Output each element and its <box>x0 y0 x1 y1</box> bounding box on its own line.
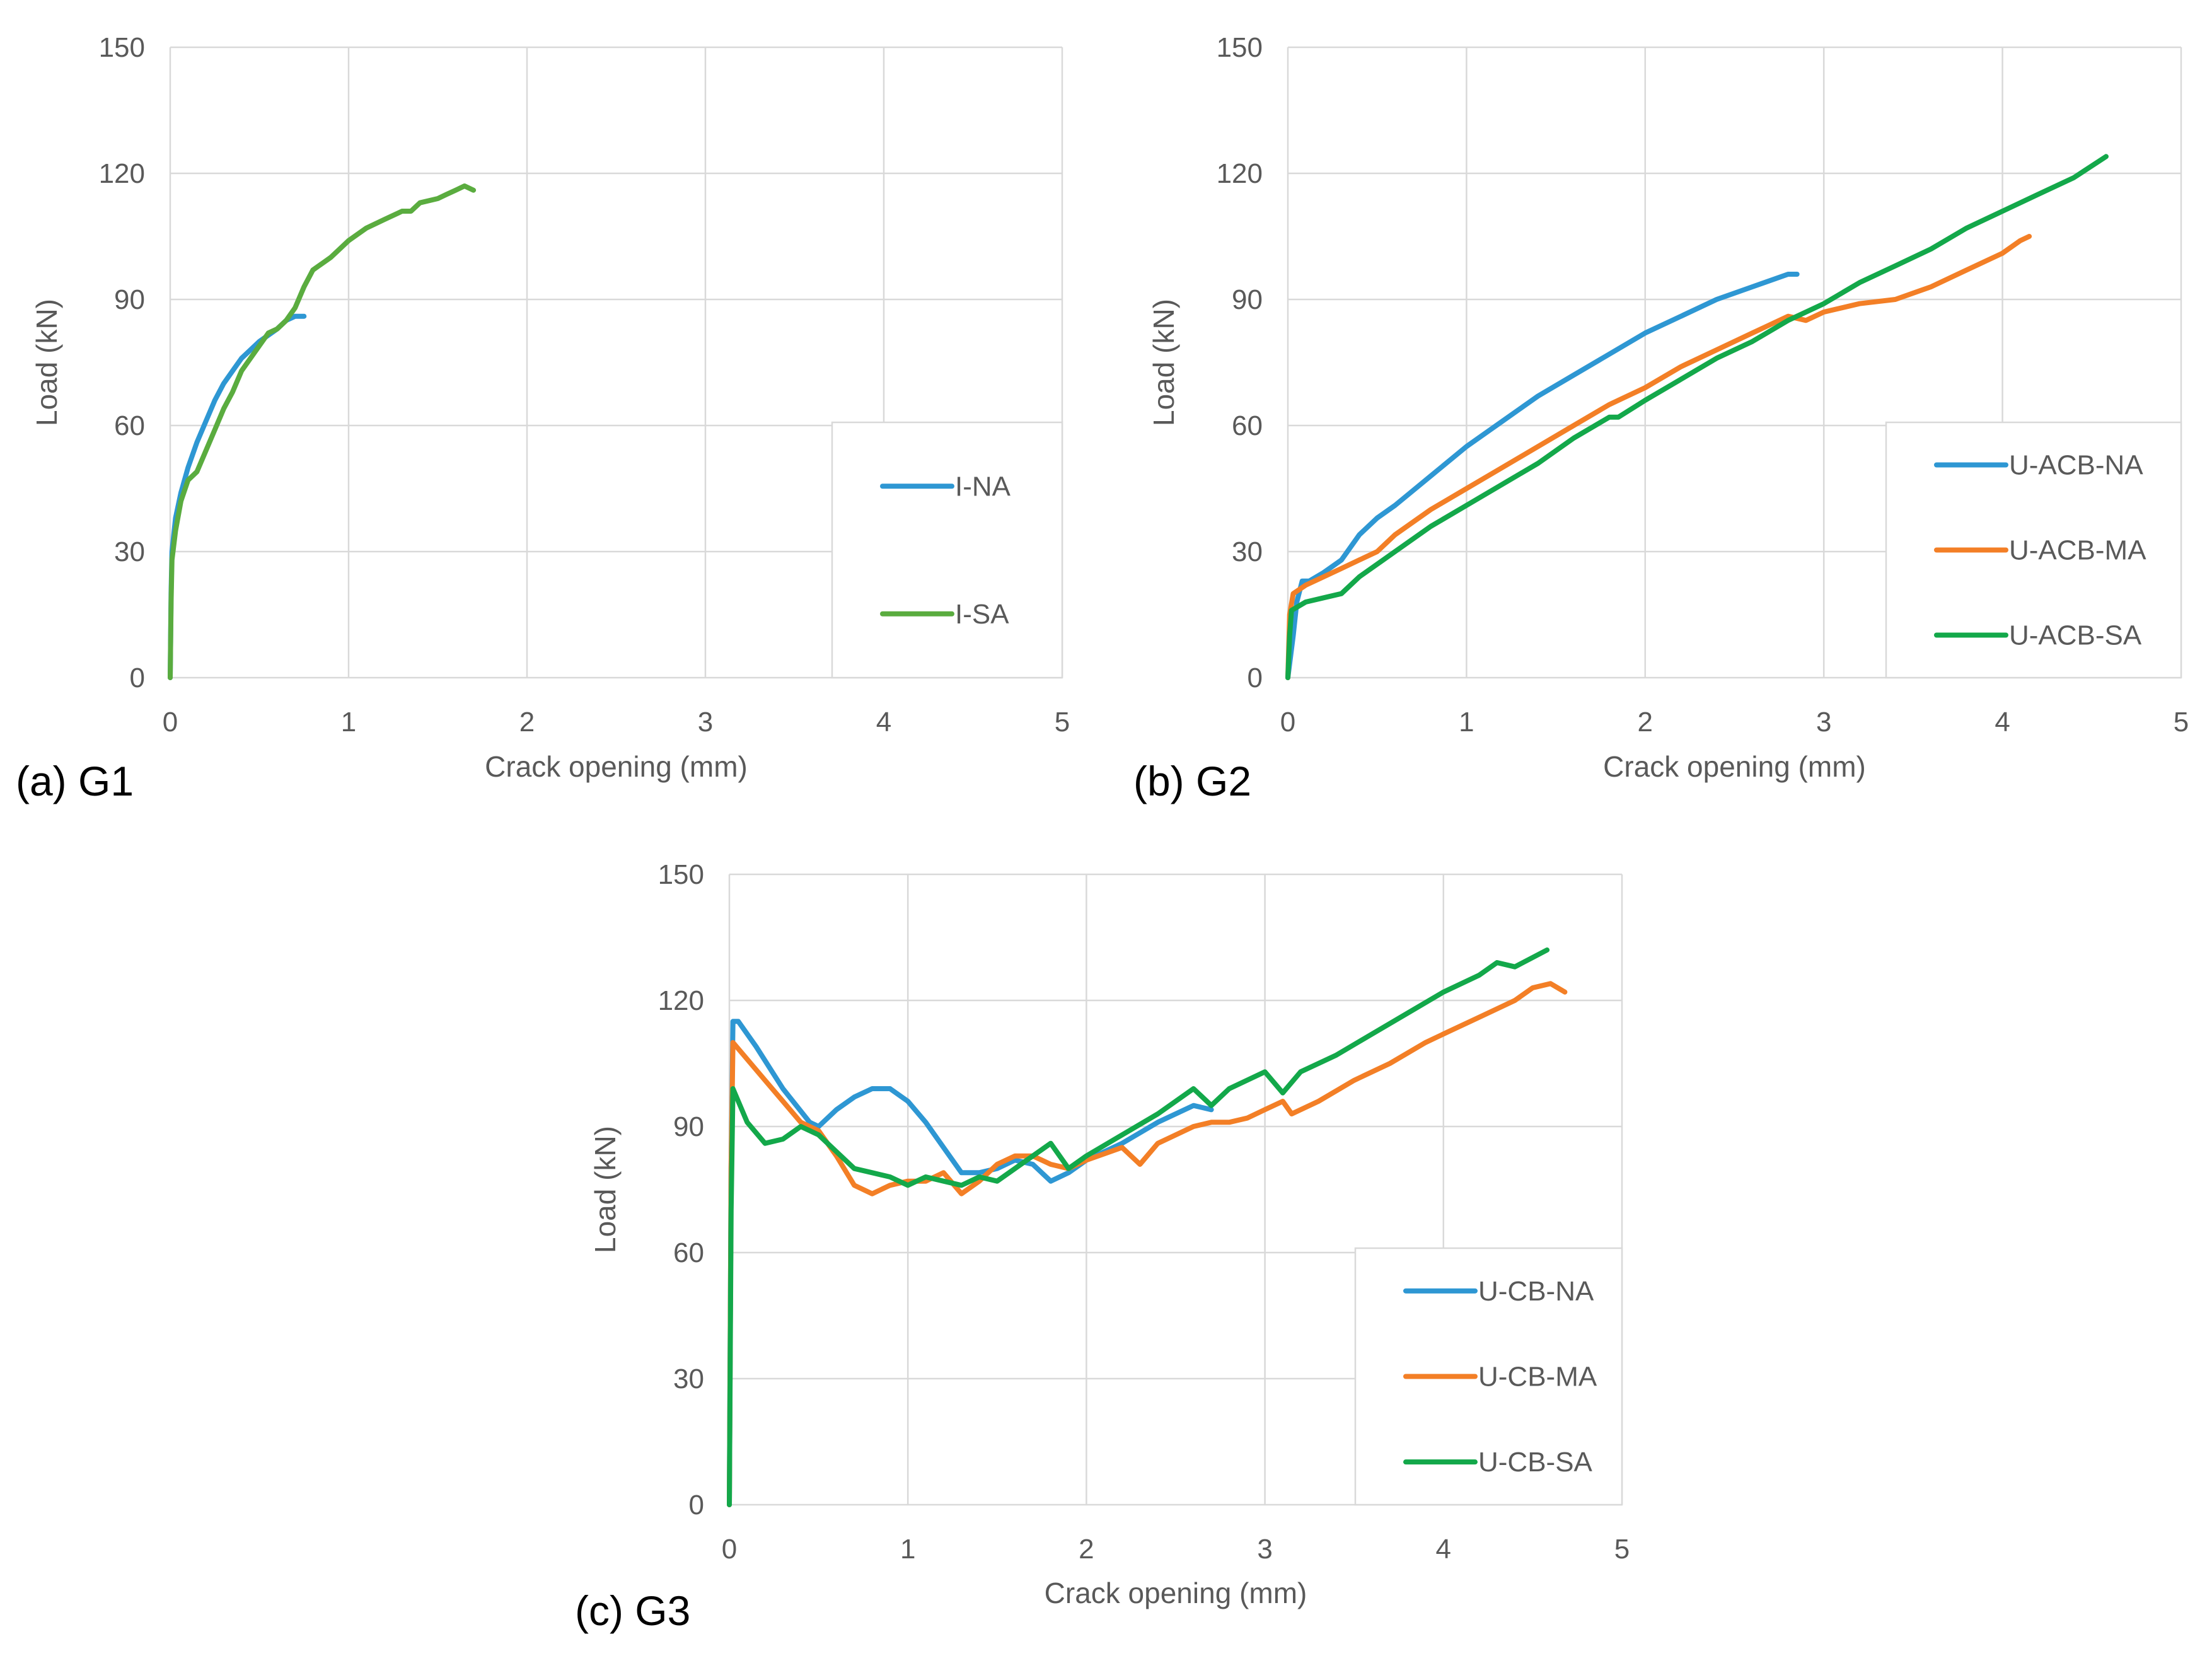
legend: U-CB-NA U-CB-MA U-CB-SA <box>1354 1247 1623 1506</box>
x-tick-label: 0 <box>1280 707 1295 738</box>
series-line-u-cb-na <box>727 1019 1214 1507</box>
panel-label: (c) G3 <box>575 1587 690 1634</box>
y-tick-label: 90 <box>1232 284 1263 315</box>
x-tick-label: 4 <box>1436 1534 1451 1565</box>
y-tick-label: 150 <box>1217 32 1263 63</box>
x-axis-title: Crack opening (mm) <box>1603 750 1866 783</box>
y-tick-label: 90 <box>114 284 145 315</box>
x-tick-label: 1 <box>1459 707 1474 738</box>
series-line-i-na <box>168 313 307 680</box>
y-axis-title: Load (kN) <box>30 299 63 426</box>
x-axis-title: Crack opening (mm) <box>485 750 748 783</box>
x-tick-label: 0 <box>163 707 178 738</box>
x-tick-label: 3 <box>698 707 713 738</box>
y-tick-label: 0 <box>689 1490 704 1520</box>
x-tick-label: 3 <box>1816 707 1831 738</box>
legend-label: U-ACB-SA <box>2009 620 2142 651</box>
y-tick-label: 60 <box>1232 410 1263 441</box>
x-tick-label: 1 <box>341 707 356 738</box>
series-line-u-acb-na <box>1285 272 1800 680</box>
x-tick-label: 4 <box>876 707 891 738</box>
grid-lines <box>1287 46 2182 679</box>
y-tick-label: 0 <box>1248 663 1263 693</box>
series-line-u-cb-sa <box>727 947 1550 1507</box>
tick-labels: 0 30 60 90 120 150 0 1 2 3 4 5 <box>99 32 1070 738</box>
y-tick-label: 30 <box>114 536 145 567</box>
series-line-u-acb-ma <box>1285 234 2032 680</box>
y-tick-label: 60 <box>673 1237 704 1268</box>
data-series <box>1285 154 2109 680</box>
legend: I-NA I-SA <box>831 421 1063 679</box>
x-tick-label: 2 <box>1638 707 1653 738</box>
series-line-i-sa <box>168 183 477 680</box>
y-tick-label: 120 <box>99 158 145 189</box>
legend-frame <box>831 421 1063 679</box>
data-series <box>168 183 477 680</box>
legend-label: U-CB-MA <box>1478 1362 1597 1393</box>
y-tick-label: 30 <box>673 1364 704 1394</box>
y-tick-label: 30 <box>1232 536 1263 567</box>
chart-panel-b: 0 30 60 90 120 150 0 1 2 3 4 5 Crack opening (mm) L… <box>1133 32 2189 804</box>
x-tick-label: 3 <box>1257 1534 1272 1565</box>
legend-label: U-ACB-NA <box>2009 450 2143 481</box>
chart-panel-a: 0 30 60 90 120 150 0 1 2 3 4 5 Crack opening (mm) L… <box>16 32 1070 804</box>
series-line-u-acb-sa <box>1285 154 2109 680</box>
x-tick-label: 4 <box>1995 707 2010 738</box>
tick-labels: 0 30 60 90 120 150 0 1 2 3 4 5 <box>1217 32 2189 738</box>
x-tick-label: 5 <box>2174 707 2189 738</box>
x-tick-label: 1 <box>900 1534 915 1565</box>
legend-label: U-CB-NA <box>1478 1276 1594 1307</box>
panel-label: (b) G2 <box>1133 758 1251 804</box>
legend-frame <box>1354 1247 1623 1506</box>
tick-labels: 0 30 60 90 120 150 0 1 2 3 4 5 <box>658 859 1630 1565</box>
legend-label: I-NA <box>955 471 1011 502</box>
x-axis-title: Crack opening (mm) <box>1045 1577 1307 1609</box>
x-tick-label: 0 <box>722 1534 737 1565</box>
y-axis-title: Load (kN) <box>589 1126 622 1253</box>
x-tick-label: 2 <box>1079 1534 1094 1565</box>
y-tick-label: 0 <box>130 663 145 693</box>
legend-label: I-SA <box>955 599 1009 630</box>
y-tick-label: 120 <box>658 985 704 1016</box>
x-tick-label: 5 <box>1614 1534 1630 1565</box>
y-tick-label: 150 <box>658 859 704 890</box>
x-tick-label: 5 <box>1055 707 1070 738</box>
y-axis-title: Load (kN) <box>1147 299 1180 426</box>
x-tick-label: 2 <box>519 707 535 738</box>
legend-label: U-CB-SA <box>1478 1447 1593 1478</box>
legend: U-ACB-NA U-ACB-MA U-ACB-SA <box>1885 421 2182 679</box>
y-tick-label: 120 <box>1217 158 1263 189</box>
y-tick-label: 90 <box>673 1111 704 1142</box>
data-series <box>727 947 1568 1507</box>
y-tick-label: 60 <box>114 410 145 441</box>
chart-panel-c: 0 30 60 90 120 150 0 1 2 3 4 5 Crack opening (mm) L… <box>575 859 1630 1634</box>
y-tick-label: 150 <box>99 32 145 63</box>
panel-label: (a) G1 <box>16 758 134 804</box>
grid-lines <box>169 46 1063 679</box>
legend-label: U-ACB-MA <box>2009 535 2146 566</box>
